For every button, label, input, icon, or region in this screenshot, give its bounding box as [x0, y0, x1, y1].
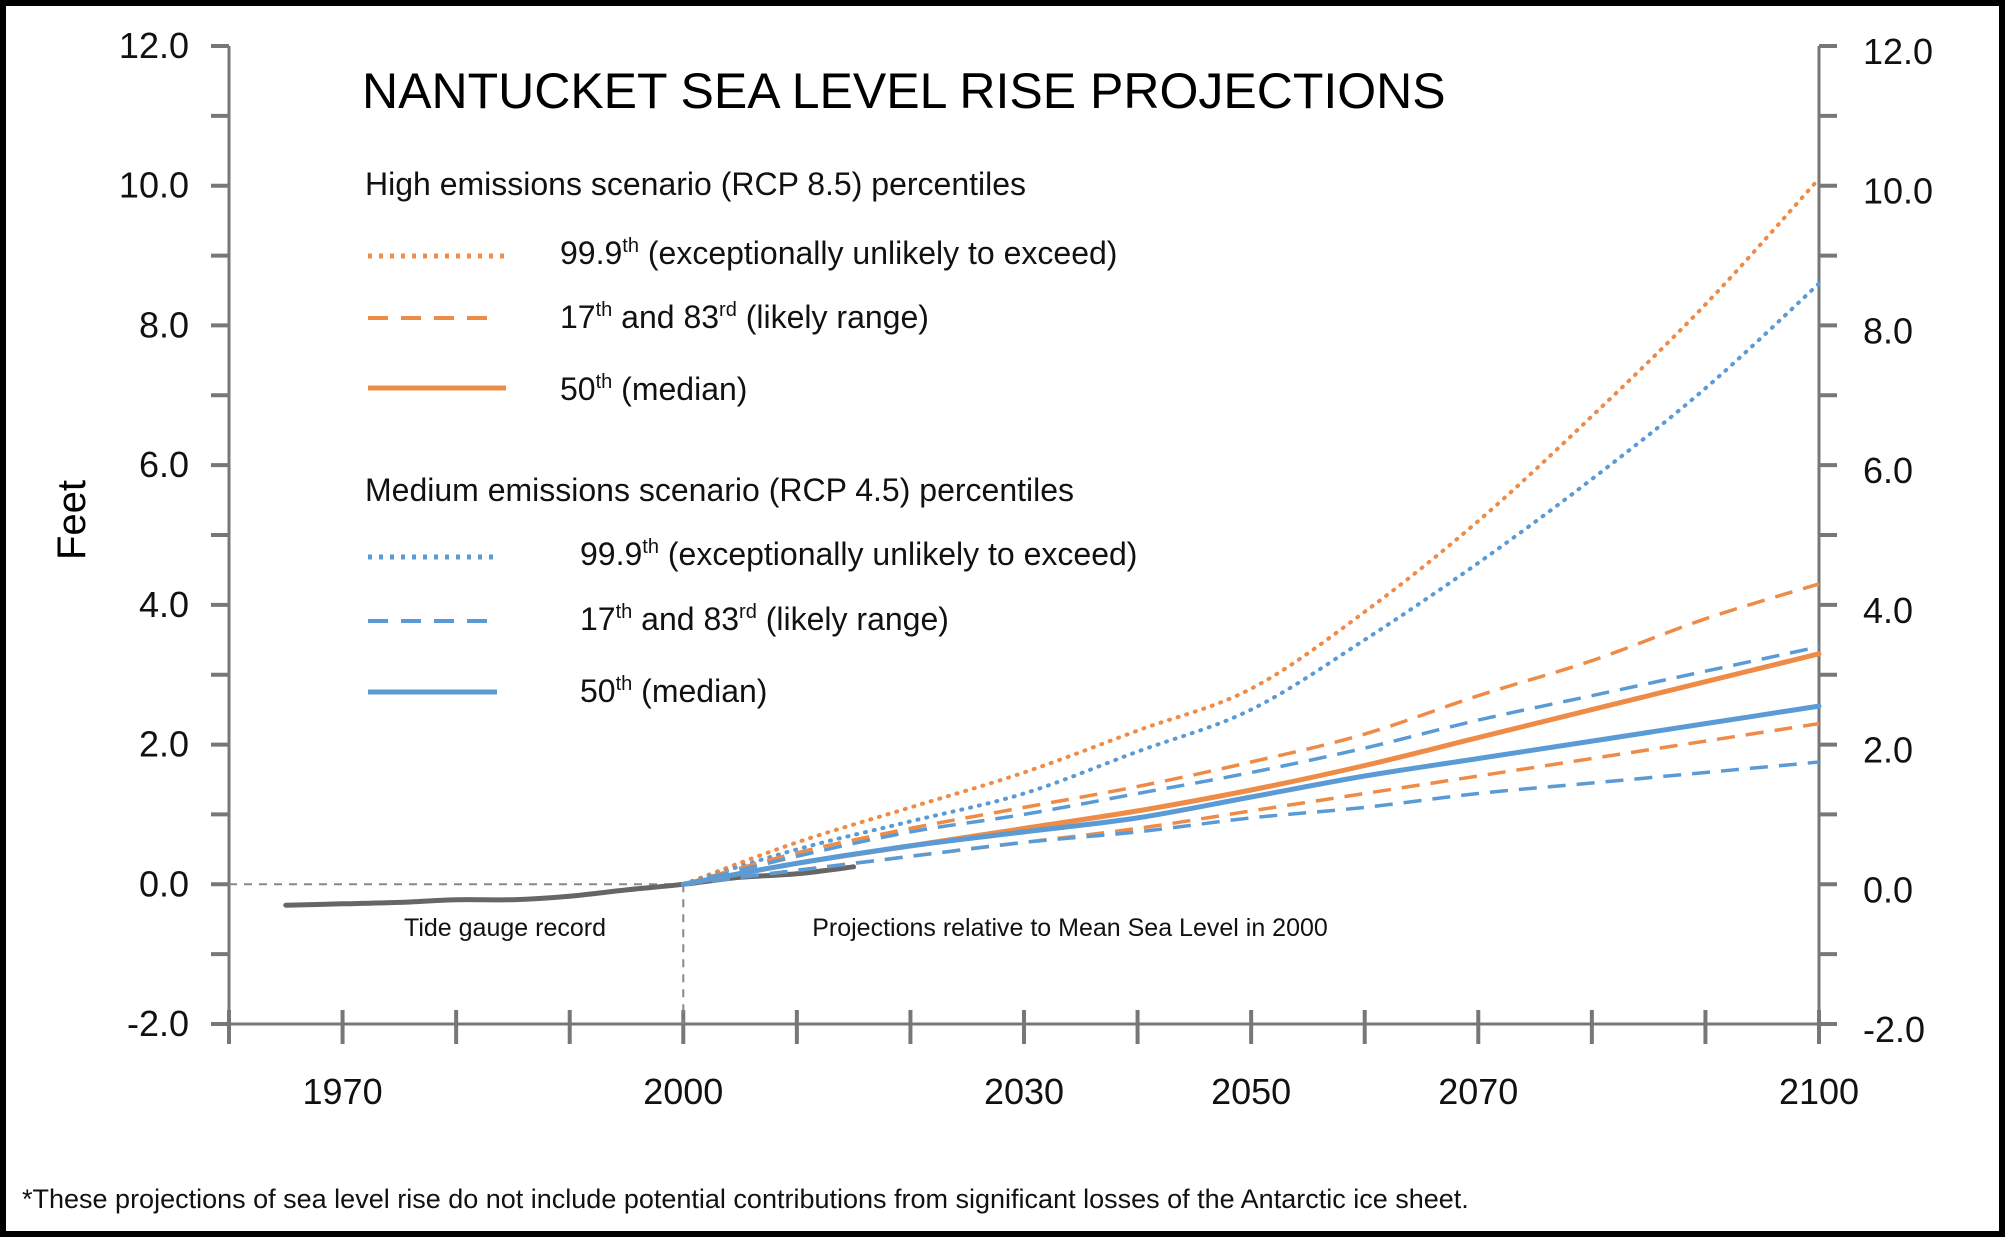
legend-heading-medium: Medium emissions scenario (RCP 4.5) perc… [365, 472, 1074, 508]
series-line-tide-gauge-record [283, 864, 857, 908]
annotation-projections: Projections relative to Mean Sea Level i… [812, 914, 1328, 942]
annotation-tide-gauge: Tide gauge record [404, 914, 606, 942]
y-tick-label-left: 8.0 [139, 304, 189, 345]
legend-label-medium-50: 50th (median) [580, 673, 767, 709]
axes: 12.0 12.0 10.0 10.0 8.0 8.0 6.0 6.0 4.0 4.0 2.0 2.0… [119, 25, 1933, 1112]
y-tick-label-right: 0.0 [1863, 869, 1913, 910]
legend: High emissions scenario (RCP 8.5) percen… [365, 166, 1137, 709]
legend-label-medium-17-83: 17th and 83rd (likely range) [580, 601, 949, 637]
series-lines [283, 176, 1822, 908]
x-tick-label: 2100 [1779, 1071, 1859, 1112]
series-line-rcp-4-5-99-9th [681, 281, 1821, 887]
series-line-rcp-4-5-83rd [682, 645, 1820, 886]
y-tick-label-right: 12.0 [1863, 31, 1933, 72]
x-tick-label: 1970 [303, 1071, 383, 1112]
legend-label-high-17-83: 17th and 83rd (likely range) [560, 299, 929, 335]
y-tick-label-left: -2.0 [127, 1003, 189, 1044]
x-tick-label: 2030 [984, 1071, 1064, 1112]
legend-label-medium-999: 99.9th (exceptionally unlikely to exceed… [580, 536, 1137, 572]
y-tick-label-right: 6.0 [1863, 450, 1913, 491]
x-tick-label: 2070 [1438, 1071, 1518, 1112]
y-tick-label-right: -2.0 [1863, 1009, 1925, 1050]
series-line-rcp-4-5-50th [680, 703, 1822, 887]
y-axis-title: Feet [50, 480, 94, 560]
legend-heading-high: High emissions scenario (RCP 8.5) percen… [365, 166, 1026, 202]
series-line-rcp-8-5-17th [683, 721, 1820, 887]
chart-title: NANTUCKET SEA LEVEL RISE PROJECTIONS [362, 63, 1446, 119]
footnote: *These projections of sea level rise do … [22, 1184, 1469, 1214]
y-tick-label-right: 8.0 [1863, 310, 1913, 351]
y-tick-label-left: 12.0 [119, 25, 189, 66]
series-line-rcp-8-5-83rd [682, 582, 1820, 886]
legend-label-high-999: 99.9th (exceptionally unlikely to exceed… [560, 235, 1117, 271]
x-tick-label: 2000 [643, 1071, 723, 1112]
x-tick-label: 2050 [1211, 1071, 1291, 1112]
y-tick-label-left: 10.0 [119, 165, 189, 206]
y-tick-label-left: 2.0 [139, 724, 189, 765]
legend-label-high-50: 50th (median) [560, 371, 747, 407]
y-tick-label-left: 4.0 [139, 584, 189, 625]
y-tick-label-right: 10.0 [1863, 171, 1933, 212]
y-tick-label-right: 2.0 [1863, 730, 1913, 771]
y-tick-label-left: 6.0 [139, 444, 189, 485]
series-line-rcp-8-5-99-9th [681, 176, 1821, 887]
y-tick-label-left: 0.0 [139, 863, 189, 904]
y-tick-label-right: 4.0 [1863, 590, 1913, 631]
